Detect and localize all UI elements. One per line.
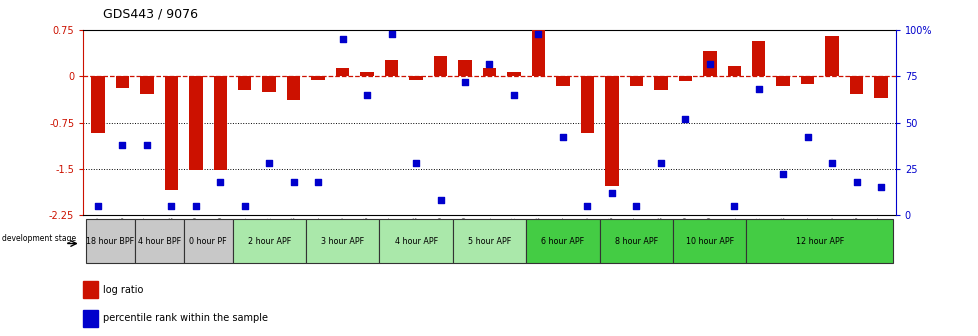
Bar bbox=[672, 219, 745, 263]
Point bbox=[530, 31, 546, 37]
Bar bbox=[824, 36, 838, 77]
Text: development stage: development stage bbox=[2, 234, 75, 243]
Point bbox=[383, 31, 399, 37]
Point bbox=[848, 179, 864, 184]
Bar bbox=[525, 219, 599, 263]
Bar bbox=[311, 77, 325, 80]
Bar bbox=[232, 219, 305, 263]
Bar bbox=[184, 219, 233, 263]
Text: GDS443 / 9076: GDS443 / 9076 bbox=[103, 7, 198, 20]
Point bbox=[726, 203, 741, 208]
Point bbox=[261, 161, 277, 166]
Point bbox=[432, 198, 448, 203]
Bar bbox=[702, 50, 716, 77]
Point bbox=[163, 203, 179, 208]
Point bbox=[310, 179, 326, 184]
Point bbox=[750, 87, 766, 92]
Bar bbox=[86, 219, 135, 263]
Bar bbox=[745, 219, 892, 263]
Bar bbox=[556, 77, 569, 86]
Bar bbox=[164, 77, 178, 191]
Bar bbox=[604, 77, 618, 186]
Bar bbox=[262, 77, 276, 92]
Bar bbox=[115, 77, 129, 88]
Text: percentile rank within the sample: percentile rank within the sample bbox=[103, 313, 268, 323]
Text: 6 hour APF: 6 hour APF bbox=[541, 237, 584, 246]
Point bbox=[334, 37, 350, 42]
Bar bbox=[378, 219, 452, 263]
Point bbox=[114, 142, 130, 148]
Point bbox=[408, 161, 423, 166]
Point bbox=[628, 203, 644, 208]
Bar bbox=[678, 77, 691, 81]
Point bbox=[359, 92, 375, 98]
Bar bbox=[727, 66, 740, 77]
Point bbox=[652, 161, 668, 166]
Point bbox=[555, 135, 570, 140]
Bar bbox=[335, 69, 349, 77]
Bar bbox=[751, 41, 765, 77]
Point bbox=[457, 79, 472, 85]
Point bbox=[481, 61, 497, 66]
Point bbox=[677, 116, 692, 122]
Point bbox=[603, 190, 619, 196]
Point bbox=[799, 135, 815, 140]
Bar bbox=[91, 77, 105, 133]
Bar bbox=[213, 77, 227, 170]
Text: 4 hour APF: 4 hour APF bbox=[394, 237, 437, 246]
Point bbox=[188, 203, 203, 208]
Bar bbox=[135, 219, 184, 263]
Bar bbox=[653, 77, 667, 90]
Bar bbox=[305, 219, 378, 263]
Text: 5 hour APF: 5 hour APF bbox=[467, 237, 511, 246]
Bar bbox=[83, 281, 98, 298]
Point bbox=[237, 203, 252, 208]
Text: 8 hour APF: 8 hour APF bbox=[614, 237, 657, 246]
Bar bbox=[452, 219, 525, 263]
Text: 0 hour PF: 0 hour PF bbox=[189, 237, 227, 246]
Bar bbox=[189, 77, 202, 170]
Point bbox=[139, 142, 155, 148]
Bar bbox=[409, 77, 422, 80]
Text: 4 hour BPF: 4 hour BPF bbox=[137, 237, 181, 246]
Point bbox=[775, 172, 790, 177]
Bar bbox=[580, 77, 594, 133]
Bar bbox=[531, 30, 545, 77]
Bar bbox=[849, 77, 863, 94]
Bar bbox=[360, 72, 374, 77]
Text: 10 hour APF: 10 hour APF bbox=[685, 237, 734, 246]
Point bbox=[823, 161, 839, 166]
Bar bbox=[776, 77, 789, 86]
Point bbox=[212, 179, 228, 184]
Point bbox=[506, 92, 521, 98]
Bar bbox=[140, 77, 154, 94]
Bar bbox=[433, 56, 447, 77]
Bar bbox=[458, 60, 471, 77]
Point bbox=[90, 203, 106, 208]
Point bbox=[579, 203, 595, 208]
Bar bbox=[238, 77, 251, 90]
Bar bbox=[873, 77, 887, 98]
Bar bbox=[287, 77, 300, 100]
Bar bbox=[507, 72, 520, 77]
Bar bbox=[599, 219, 672, 263]
Point bbox=[872, 185, 888, 190]
Bar bbox=[83, 310, 98, 327]
Text: 3 hour APF: 3 hour APF bbox=[321, 237, 364, 246]
Bar bbox=[384, 60, 398, 77]
Point bbox=[286, 179, 301, 184]
Bar bbox=[800, 77, 814, 84]
Text: log ratio: log ratio bbox=[103, 285, 143, 295]
Text: 18 hour BPF: 18 hour BPF bbox=[86, 237, 134, 246]
Bar bbox=[482, 69, 496, 77]
Point bbox=[701, 61, 717, 66]
Text: 12 hour APF: 12 hour APF bbox=[795, 237, 843, 246]
Bar bbox=[629, 77, 643, 86]
Text: 2 hour APF: 2 hour APF bbox=[247, 237, 290, 246]
